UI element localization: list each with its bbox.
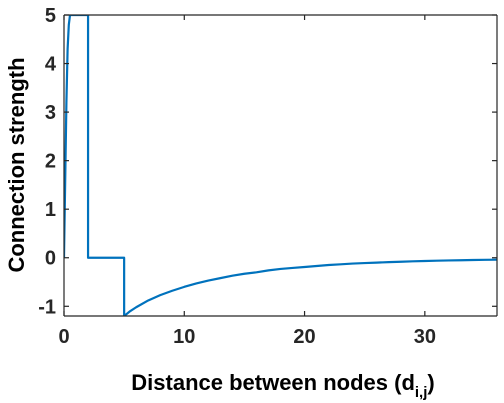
x-axis-title-main: Distance between nodes (d: [131, 370, 415, 395]
x-axis-title-suffix: ): [427, 370, 434, 395]
y-tick-label: 0: [45, 248, 56, 270]
x-tick-label: 10: [173, 326, 195, 348]
y-tick-label: 3: [45, 102, 56, 124]
x-tick-label: 20: [293, 326, 315, 348]
x-axis-title-subscript: i,j: [415, 384, 428, 401]
x-tick-label: 0: [58, 326, 69, 348]
y-tick-label: 1: [45, 199, 56, 221]
y-tick-label: 2: [45, 151, 56, 173]
x-tick-label: 30: [414, 326, 436, 348]
plot-area: [64, 15, 497, 316]
y-tick-label: 5: [45, 5, 56, 27]
x-axis-title: Distance between nodes (di,j): [131, 370, 434, 401]
y-tick-label: 4: [45, 54, 57, 76]
y-tick-label: -1: [38, 296, 56, 318]
series-line-1: [64, 15, 497, 316]
y-axis-title: Connection strength: [4, 57, 29, 272]
